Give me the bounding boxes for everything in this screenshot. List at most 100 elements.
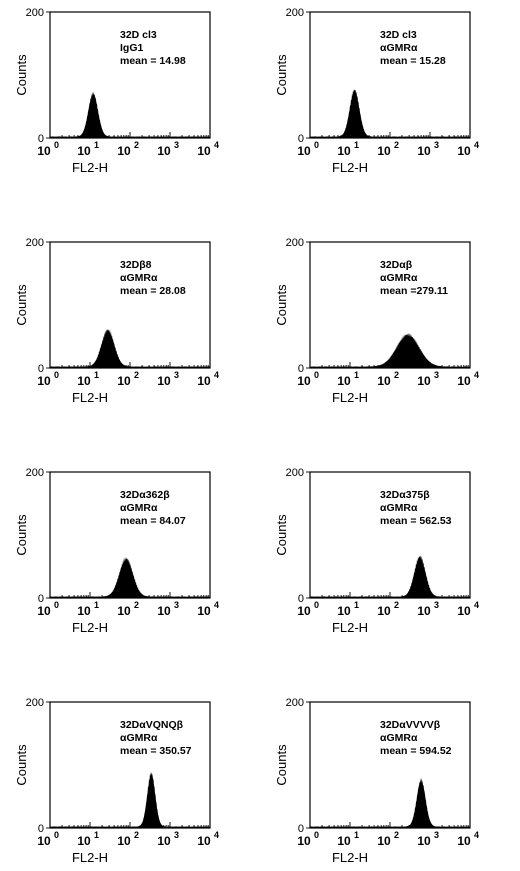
panel-annotation-3: mean = 28.08 [120, 285, 186, 297]
x-tick-exponent: 3 [174, 140, 179, 150]
x-tick-label: 10 [37, 604, 51, 618]
x-tick-label: 10 [297, 604, 311, 618]
x-axis-label: FL2-H [72, 850, 108, 865]
x-tick-exponent: 3 [434, 600, 439, 610]
histogram-panel-5: 10 0 10 1 10 2 10 3 10 40200FL2-HCounts32Dα362βαG… [14, 467, 219, 635]
x-tick-label: 10 [417, 144, 431, 158]
x-tick-exponent: 2 [394, 370, 399, 380]
x-tick-exponent: 2 [394, 830, 399, 840]
y-tick-label: 0 [298, 823, 304, 835]
x-tick-label: 10 [117, 144, 131, 158]
y-tick-label: 0 [38, 133, 44, 145]
x-tick-exponent: 0 [314, 830, 319, 840]
x-tick-label: 10 [117, 604, 131, 618]
panel-annotation-3: mean = 84.07 [120, 515, 186, 527]
x-tick-exponent: 3 [174, 830, 179, 840]
x-tick-exponent: 1 [354, 600, 359, 610]
histogram-panel-7: 10 0 10 1 10 2 10 3 10 40200FL2-HCounts32DαVQNQβα… [14, 697, 219, 865]
x-axis-label: FL2-H [332, 160, 368, 175]
x-tick-label: 10 [457, 604, 471, 618]
histogram-panel-8: 10 0 10 1 10 2 10 3 10 40200FL2-HCounts32DαVVVVβα… [274, 697, 479, 865]
panel-annotation-2: IgG1 [120, 42, 143, 54]
y-tick-label: 0 [38, 363, 44, 375]
y-axis-label: Counts [14, 514, 29, 556]
y-tick-label: 0 [298, 593, 304, 605]
panel-annotation-3: mean = 14.98 [120, 55, 186, 67]
x-axis-label: FL2-H [332, 850, 368, 865]
x-tick-label: 10 [377, 604, 391, 618]
x-tick-exponent: 1 [94, 370, 99, 380]
histogram-distribution [310, 332, 470, 368]
y-tick-label: 0 [38, 593, 44, 605]
histogram-panel-4: 10 0 10 1 10 2 10 3 10 40200FL2-HCounts32DαβαGMRα… [274, 237, 479, 405]
x-tick-exponent: 4 [214, 830, 219, 840]
x-tick-label: 10 [157, 834, 171, 848]
x-tick-label: 10 [337, 374, 351, 388]
x-tick-label: 10 [457, 374, 471, 388]
x-tick-label: 10 [197, 834, 211, 848]
y-axis-label: Counts [274, 744, 289, 786]
x-tick-exponent: 4 [474, 830, 479, 840]
x-tick-label: 10 [377, 834, 391, 848]
histogram-distribution [310, 777, 470, 828]
x-tick-exponent: 0 [314, 140, 319, 150]
histogram-distribution [50, 91, 210, 138]
x-tick-label: 10 [77, 144, 91, 158]
x-tick-label: 10 [77, 374, 91, 388]
x-tick-exponent: 2 [394, 600, 399, 610]
x-tick-label: 10 [117, 374, 131, 388]
x-tick-label: 10 [337, 604, 351, 618]
x-tick-exponent: 2 [134, 830, 139, 840]
panel-annotation-2: αGMRα [120, 272, 158, 284]
x-tick-label: 10 [337, 834, 351, 848]
histogram-distribution [310, 555, 470, 598]
x-tick-label: 10 [117, 834, 131, 848]
x-tick-label: 10 [417, 604, 431, 618]
y-axis-label: Counts [14, 54, 29, 96]
x-tick-exponent: 4 [214, 370, 219, 380]
panel-annotation-2: αGMRα [380, 272, 418, 284]
y-tick-label: 0 [298, 133, 304, 145]
x-tick-label: 10 [297, 374, 311, 388]
panel-annotation-3: mean = 15.28 [380, 55, 446, 67]
x-axis-label: FL2-H [332, 390, 368, 405]
x-tick-label: 10 [377, 144, 391, 158]
y-axis-label: Counts [274, 54, 289, 96]
panel-annotation-1: 32Dα362β [120, 489, 170, 501]
y-tick-label: 200 [286, 237, 304, 249]
panel-annotation-1: 32Dαβ [380, 259, 413, 271]
panel-annotation-3: mean = 594.52 [380, 745, 452, 757]
y-tick-label: 0 [298, 363, 304, 375]
x-tick-label: 10 [157, 374, 171, 388]
x-tick-label: 10 [157, 144, 171, 158]
y-tick-label: 0 [38, 823, 44, 835]
y-tick-label: 200 [286, 467, 304, 479]
x-axis-label: FL2-H [72, 620, 108, 635]
x-tick-exponent: 3 [434, 830, 439, 840]
histogram-distribution [50, 771, 210, 828]
x-tick-label: 10 [37, 834, 51, 848]
x-tick-exponent: 3 [434, 140, 439, 150]
x-tick-exponent: 2 [134, 370, 139, 380]
x-tick-exponent: 0 [54, 370, 59, 380]
x-tick-label: 10 [457, 834, 471, 848]
x-axis-label: FL2-H [332, 620, 368, 635]
panel-annotation-3: mean = 350.57 [120, 745, 192, 757]
histogram-panel-6: 10 0 10 1 10 2 10 3 10 40200FL2-HCounts32Dα375βαG… [274, 467, 479, 635]
y-axis-label: Counts [14, 744, 29, 786]
x-tick-exponent: 2 [134, 600, 139, 610]
panel-annotation-1: 32DαVQNQβ [120, 719, 184, 731]
x-tick-label: 10 [197, 604, 211, 618]
x-tick-exponent: 1 [354, 830, 359, 840]
x-tick-label: 10 [417, 374, 431, 388]
x-tick-exponent: 3 [174, 370, 179, 380]
y-tick-label: 200 [26, 7, 44, 19]
x-tick-exponent: 1 [94, 140, 99, 150]
x-tick-label: 10 [457, 144, 471, 158]
panel-annotation-2: αGMRα [380, 502, 418, 514]
y-tick-label: 200 [26, 697, 44, 709]
x-tick-exponent: 1 [354, 370, 359, 380]
x-tick-exponent: 0 [54, 600, 59, 610]
